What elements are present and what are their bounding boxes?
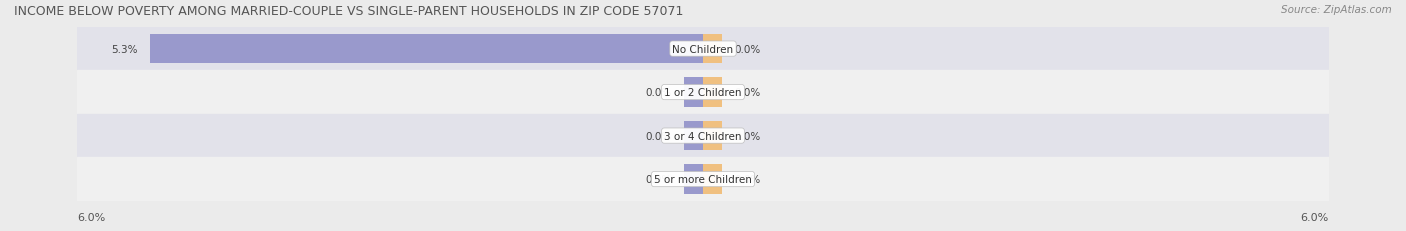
- Text: 6.0%: 6.0%: [77, 212, 105, 222]
- Text: 0.0%: 0.0%: [645, 174, 672, 184]
- Bar: [77, 114, 1329, 158]
- Bar: [703, 121, 721, 151]
- Text: 0.0%: 0.0%: [734, 131, 761, 141]
- Text: 3 or 4 Children: 3 or 4 Children: [664, 131, 742, 141]
- Text: 6.0%: 6.0%: [1301, 212, 1329, 222]
- Bar: [77, 71, 1329, 114]
- Text: 0.0%: 0.0%: [645, 131, 672, 141]
- Text: 0.0%: 0.0%: [734, 174, 761, 184]
- Bar: [703, 78, 721, 107]
- Bar: [685, 78, 703, 107]
- Bar: [150, 35, 703, 64]
- Text: 0.0%: 0.0%: [645, 88, 672, 98]
- Bar: [703, 35, 721, 64]
- Text: 1 or 2 Children: 1 or 2 Children: [664, 88, 742, 98]
- Bar: [77, 158, 1329, 201]
- Text: 5.3%: 5.3%: [111, 44, 138, 54]
- Bar: [685, 121, 703, 151]
- Text: Source: ZipAtlas.com: Source: ZipAtlas.com: [1281, 5, 1392, 15]
- Bar: [703, 165, 721, 194]
- Bar: [685, 165, 703, 194]
- Text: 0.0%: 0.0%: [734, 44, 761, 54]
- Text: 5 or more Children: 5 or more Children: [654, 174, 752, 184]
- Text: No Children: No Children: [672, 44, 734, 54]
- Text: 0.0%: 0.0%: [734, 88, 761, 98]
- Text: INCOME BELOW POVERTY AMONG MARRIED-COUPLE VS SINGLE-PARENT HOUSEHOLDS IN ZIP COD: INCOME BELOW POVERTY AMONG MARRIED-COUPL…: [14, 5, 683, 18]
- Bar: [77, 28, 1329, 71]
